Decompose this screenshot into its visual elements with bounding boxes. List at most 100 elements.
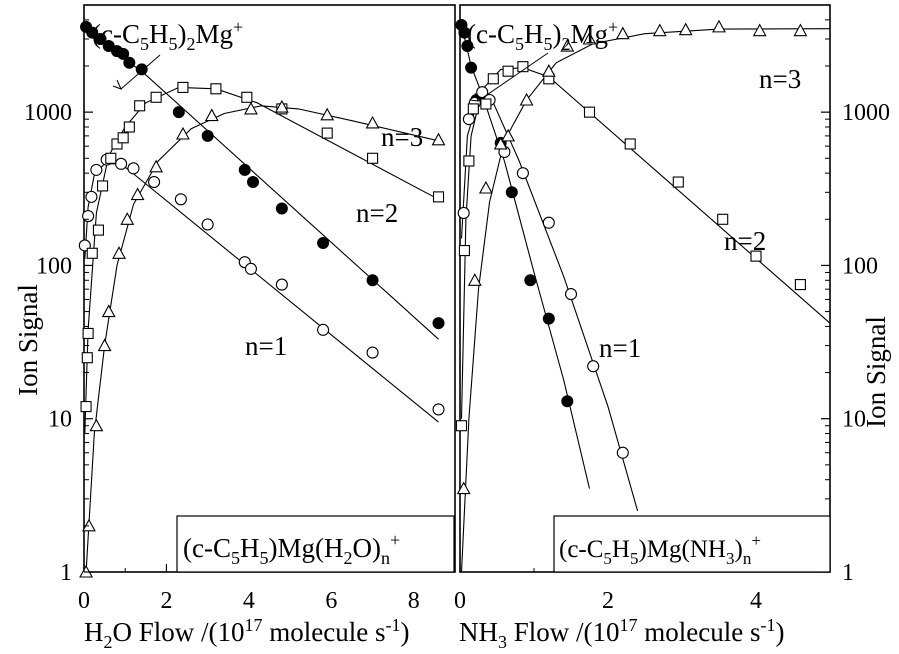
left-point--c-c5h5-2mg- <box>172 106 185 119</box>
right-n2-label: n=2 <box>724 226 766 256</box>
right-point-n-3 <box>560 38 575 52</box>
right-point-n-3 <box>519 92 534 106</box>
left-point-n-2 <box>117 132 129 144</box>
left-point-n-2 <box>92 224 104 236</box>
right-point-n-2 <box>480 98 492 110</box>
left-y-tick-label: 10 <box>48 407 72 433</box>
left-x-tick-label: 4 <box>243 588 255 614</box>
right-point-n-1 <box>457 206 470 219</box>
left-point-n-2 <box>80 401 92 413</box>
right-point-n-1 <box>616 446 629 459</box>
left-point--c-c5h5-2mg- <box>86 26 99 39</box>
left-x-tick-label: 0 <box>78 588 90 614</box>
right-y-ticks: 1 10 100 1000 <box>821 4 890 586</box>
right-point-n-2 <box>583 106 596 118</box>
right-point--c-c5h5-2mg- <box>542 312 555 325</box>
right-point-n-1 <box>462 113 475 126</box>
right-y-tick-label: 1 <box>842 560 854 586</box>
left-y-tick-label: 1 <box>60 560 72 586</box>
left-point--c-c5h5-2mg- <box>247 176 260 189</box>
right-point--c-c5h5-2mg- <box>505 186 518 199</box>
left-point-n-2 <box>177 81 189 93</box>
right-n3-label: n=3 <box>759 64 801 94</box>
left-x-axis-label: H2O Flow /(1017 molecule s-1) <box>84 615 409 652</box>
right-data-points <box>455 19 808 495</box>
right-y-tick-label: 10 <box>842 407 866 433</box>
left-point-n-2 <box>210 83 222 95</box>
left-point-n-2 <box>367 152 379 164</box>
left-n1-label: n=1 <box>245 331 287 361</box>
left-point-n-1 <box>317 323 330 336</box>
left-point-n-1 <box>275 278 288 291</box>
right-point-n-1 <box>564 288 578 301</box>
right-fit-n-1 <box>460 96 639 512</box>
left-point-n-2 <box>86 247 98 259</box>
right-point-n-2 <box>487 73 499 85</box>
left-legend-box <box>176 515 455 573</box>
left-point-n-3 <box>365 115 380 129</box>
left-point-n-3 <box>431 132 446 146</box>
right-point--c-c5h5-2mg- <box>524 274 537 287</box>
right-fit-n-2 <box>460 67 831 419</box>
left-reactant-arrow <box>120 54 161 90</box>
left-point-n-2 <box>82 327 94 339</box>
right-point-n-2 <box>463 155 475 167</box>
left-point-n-3 <box>97 338 112 352</box>
left-point-n-2 <box>123 121 135 133</box>
left-legend-label: (c-C5H5)Mg(H2O)n+ <box>183 530 400 568</box>
panel-left: 0 2 4 6 8 1 10 100 1000 (c-C5H5)2Mg+ n=3 n=2 n=… <box>13 4 456 652</box>
left-point-n-3 <box>244 101 258 115</box>
left-point-n-3 <box>149 159 164 173</box>
right-reactant-arrowhead <box>469 92 479 102</box>
right-point-n-3 <box>478 180 493 194</box>
left-n3-label: n=3 <box>381 122 423 152</box>
left-point-n-3 <box>89 418 104 432</box>
left-plot-frame <box>83 4 456 573</box>
left-point--c-c5h5-2mg- <box>117 47 130 60</box>
right-y-axis-label: Ion Signal <box>861 316 891 428</box>
left-point-n-1 <box>127 162 140 175</box>
right-point-n-3 <box>712 19 726 33</box>
left-point--c-c5h5-2mg- <box>275 202 288 215</box>
right-point-n-3 <box>793 23 808 37</box>
left-point--c-c5h5-2mg- <box>432 317 445 330</box>
left-n2-label: n=2 <box>356 198 398 228</box>
right-point-n-2 <box>672 176 684 188</box>
right-point-n-3 <box>493 136 508 150</box>
right-point-n-1 <box>587 360 600 373</box>
left-point-n-3 <box>101 304 116 318</box>
right-point-n-1 <box>542 216 555 229</box>
right-point-n-3 <box>752 23 767 37</box>
left-y-tick-label: 1000 <box>24 100 72 126</box>
right-point-n-3 <box>678 22 693 36</box>
right-point-n-2 <box>502 65 514 77</box>
right-point-n-3 <box>615 26 630 40</box>
left-fit-n-2 <box>84 86 439 434</box>
right-point-n-3 <box>652 23 667 37</box>
right-point-n-2 <box>750 250 762 262</box>
right-point-n-2 <box>624 138 636 150</box>
right-point-n-2 <box>458 245 470 257</box>
left-point-n-3 <box>320 107 335 121</box>
right-point--c-c5h5-2mg- <box>465 61 478 74</box>
right-point-n-3 <box>541 64 556 77</box>
left-point-n-2 <box>97 180 109 192</box>
right-x-ticks: 0 2 4 <box>454 564 762 614</box>
left-point-n-1 <box>82 209 95 223</box>
left-point-n-2 <box>81 352 93 364</box>
right-x-axis-label: NH3 Flow /(1017 molecule s-1) <box>459 615 784 652</box>
left-point-n-3 <box>130 187 145 201</box>
left-y-tick-label: 100 <box>36 253 72 279</box>
left-reactant-label: (c-C5H5)2Mg+ <box>92 17 243 54</box>
right-point-n-2 <box>467 103 479 115</box>
right-reactant-arrow <box>477 52 549 102</box>
left-point--c-c5h5-2mg- <box>123 56 136 69</box>
right-x-tick-label: 4 <box>750 588 762 614</box>
left-point-n-1 <box>148 175 161 189</box>
right-y-tick-label: 1000 <box>842 100 890 126</box>
left-point-n-2 <box>321 127 333 139</box>
right-point-n-2 <box>794 279 806 291</box>
right-legend-box <box>553 515 831 573</box>
right-x-tick-label: 2 <box>602 588 614 614</box>
